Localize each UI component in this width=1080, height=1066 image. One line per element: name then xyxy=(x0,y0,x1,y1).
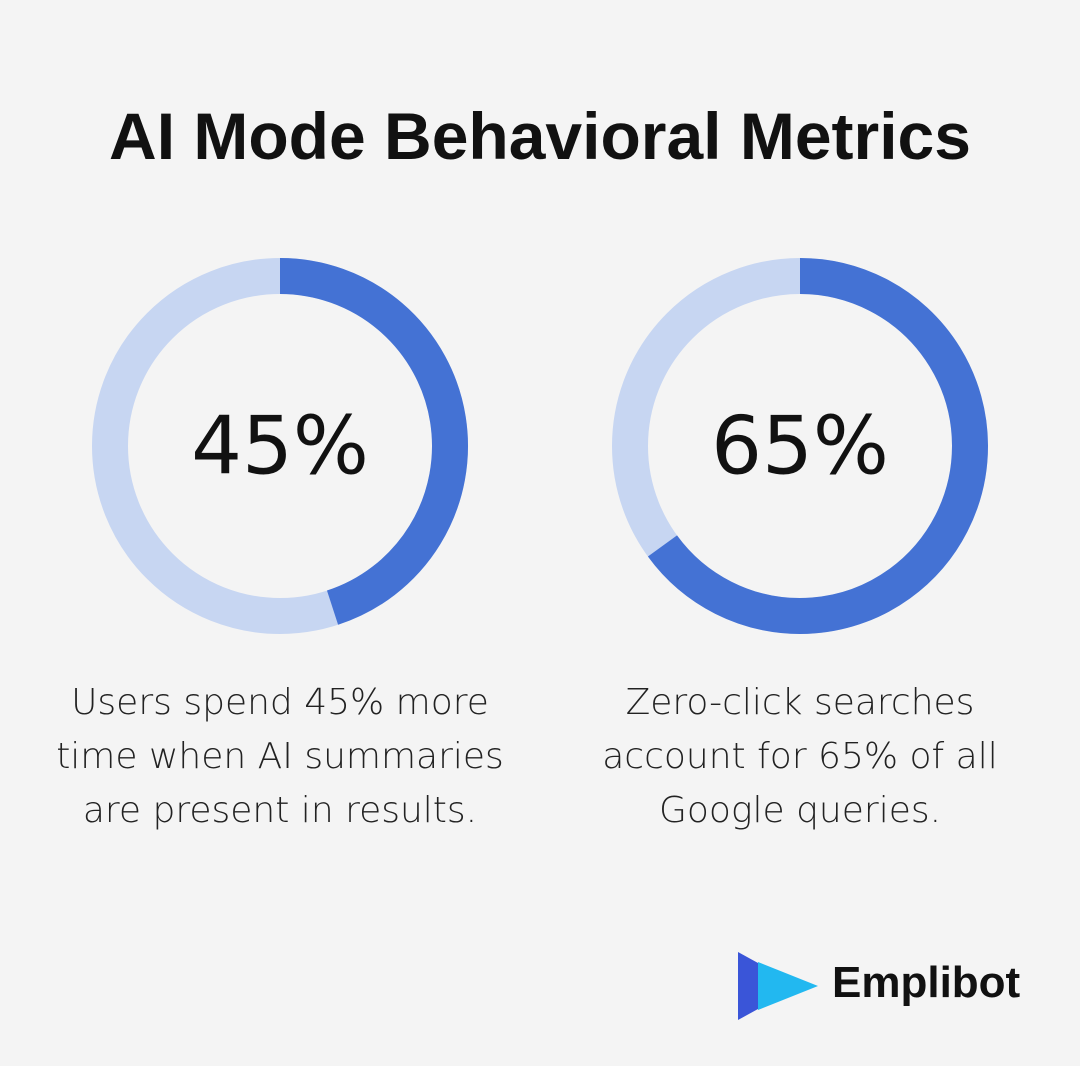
caption: Zero-click searches account for 65% of a… xyxy=(602,682,998,831)
brand: Emplibot xyxy=(832,958,1021,1007)
value-label: 65% xyxy=(711,400,889,493)
logo xyxy=(738,952,818,1020)
donut-arc xyxy=(647,258,988,634)
value-label: 45% xyxy=(191,400,369,493)
donut-arc xyxy=(279,258,468,625)
logo-front xyxy=(758,962,818,1010)
title: AI Mode Behavioral Metrics xyxy=(109,99,971,173)
caption: Users spend 45% more time when AI summar… xyxy=(56,682,504,831)
